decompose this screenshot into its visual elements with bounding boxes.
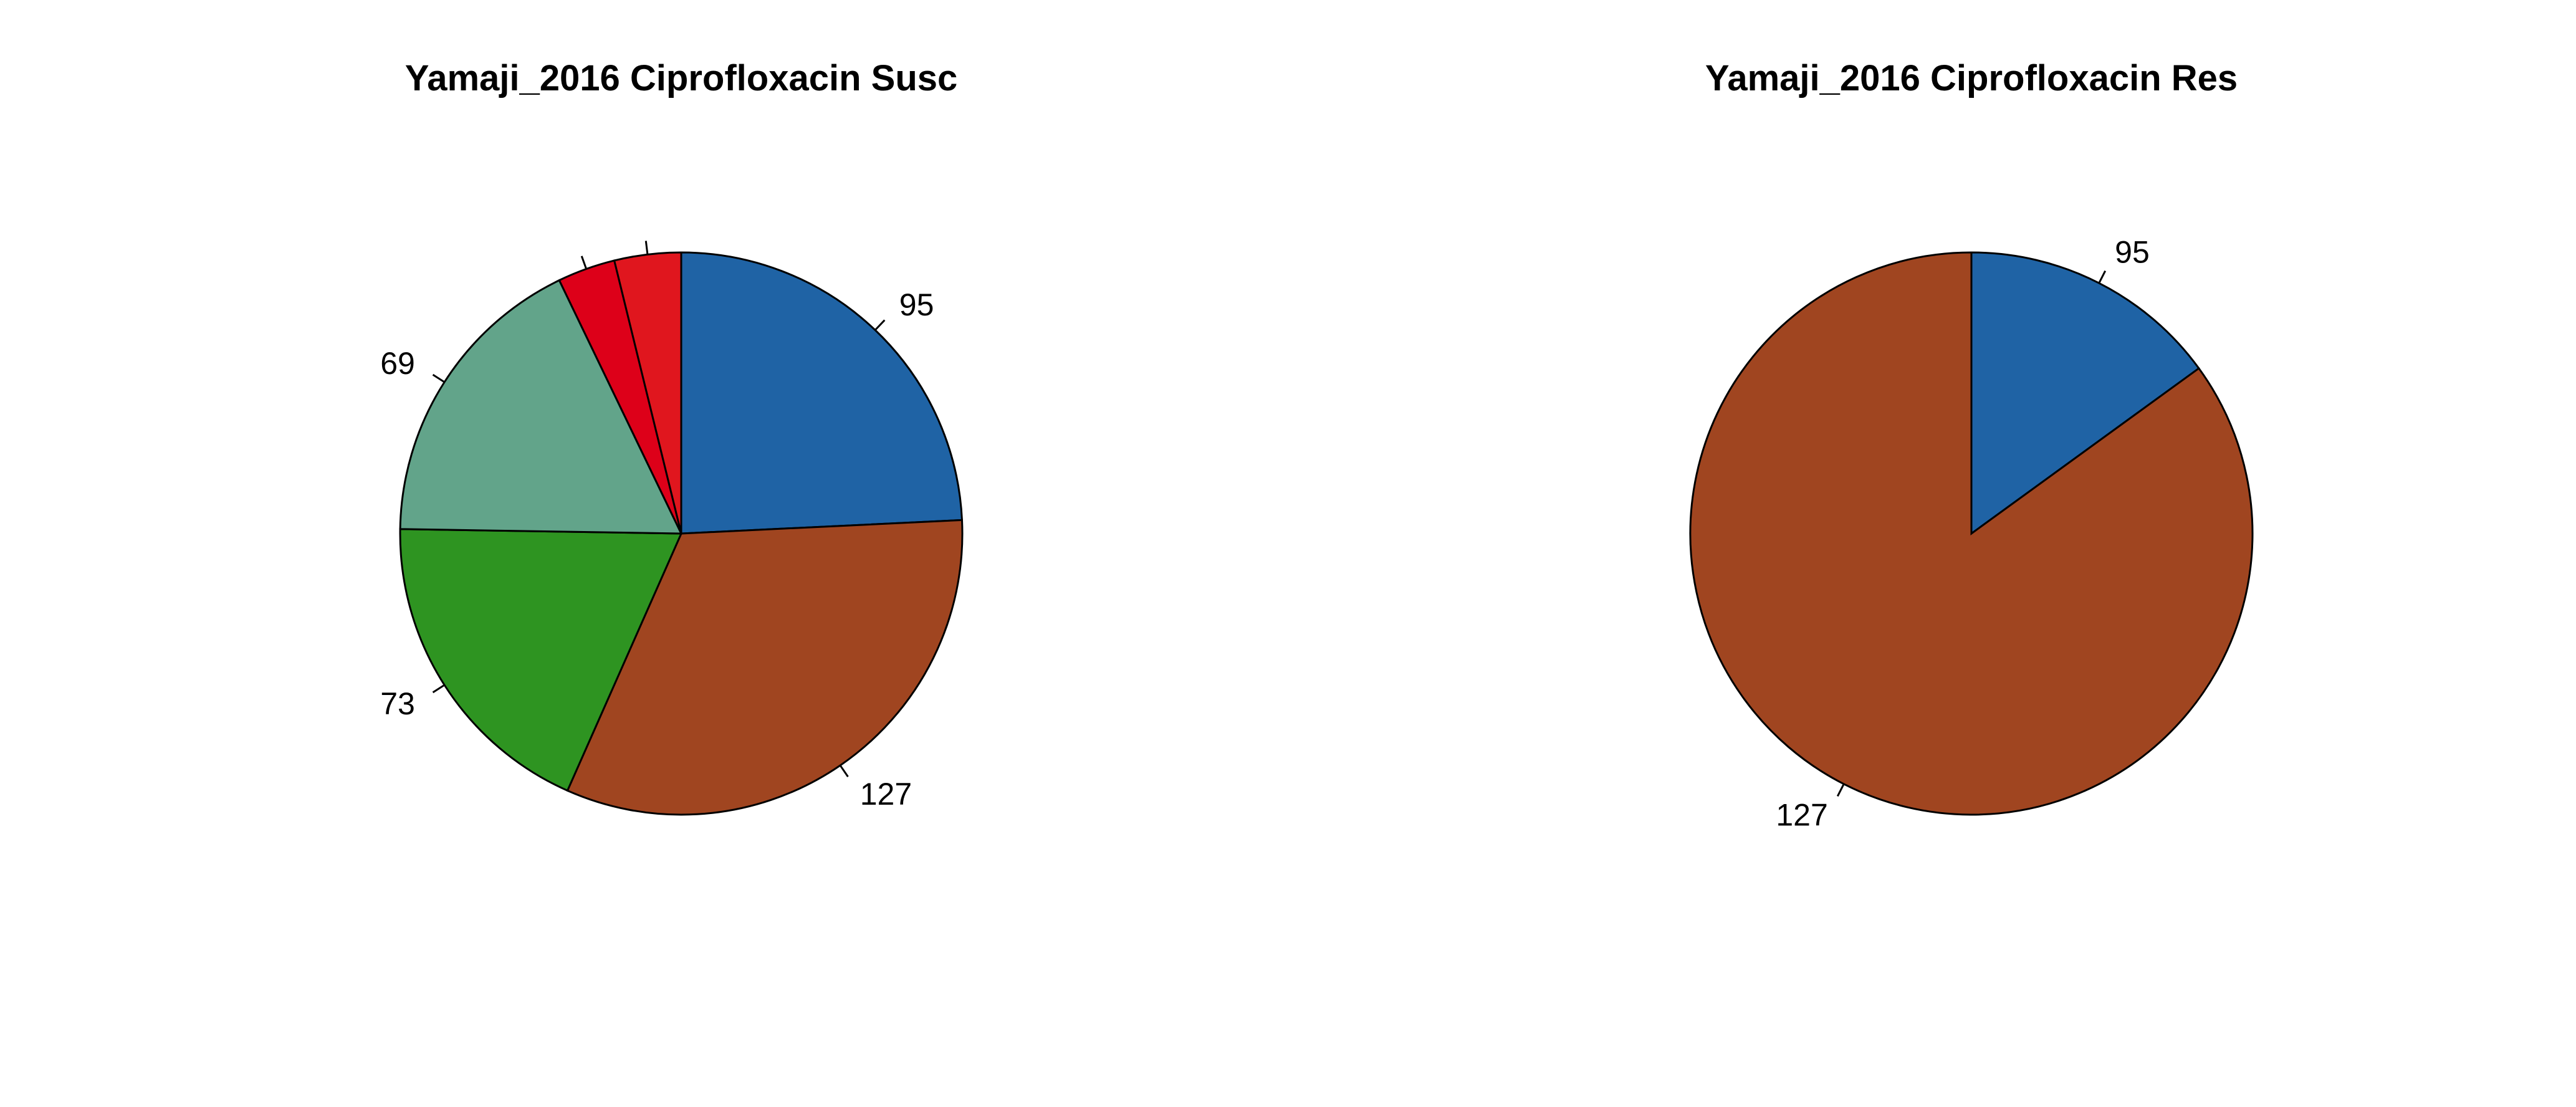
pie-slice-susc-2 <box>399 528 683 792</box>
pie-chart-res: Yamaji_2016 Ciprofloxacin Res 95 127 <box>1689 58 2254 833</box>
pie-chart-susc: Yamaji_2016 Ciprofloxacin Susc 95 127 73 69 <box>380 58 964 816</box>
label-tick-res-0 <box>2098 270 2107 284</box>
label-tick-susc-3 <box>432 373 445 383</box>
slice-label-res-1: 127 <box>1776 798 1827 833</box>
pie-slice-susc-3 <box>399 279 683 535</box>
chart-title-res: Yamaji_2016 Ciprofloxacin Res <box>1705 58 2238 98</box>
chart-title-susc: Yamaji_2016 Ciprofloxacin Susc <box>405 58 958 98</box>
pie-slice-res-0 <box>1970 251 2200 535</box>
slice-label-susc-2: 73 <box>380 686 415 721</box>
pie-slice-susc-5 <box>613 251 682 534</box>
label-tick-susc-5 <box>644 241 649 255</box>
slice-label-susc-1: 127 <box>860 777 912 812</box>
slice-label-susc-3: 69 <box>380 346 415 381</box>
slice-label-susc-0: 95 <box>899 287 934 322</box>
label-tick-susc-1 <box>839 765 849 777</box>
label-tick-susc-4 <box>580 256 588 270</box>
slice-label-res-0: 95 <box>2115 234 2150 269</box>
pie-slice-susc-0 <box>680 251 964 535</box>
pie-slice-res-1 <box>1689 251 2254 816</box>
label-tick-susc-2 <box>432 684 445 694</box>
label-tick-susc-0 <box>874 319 886 331</box>
label-tick-res-1 <box>1836 784 1845 797</box>
